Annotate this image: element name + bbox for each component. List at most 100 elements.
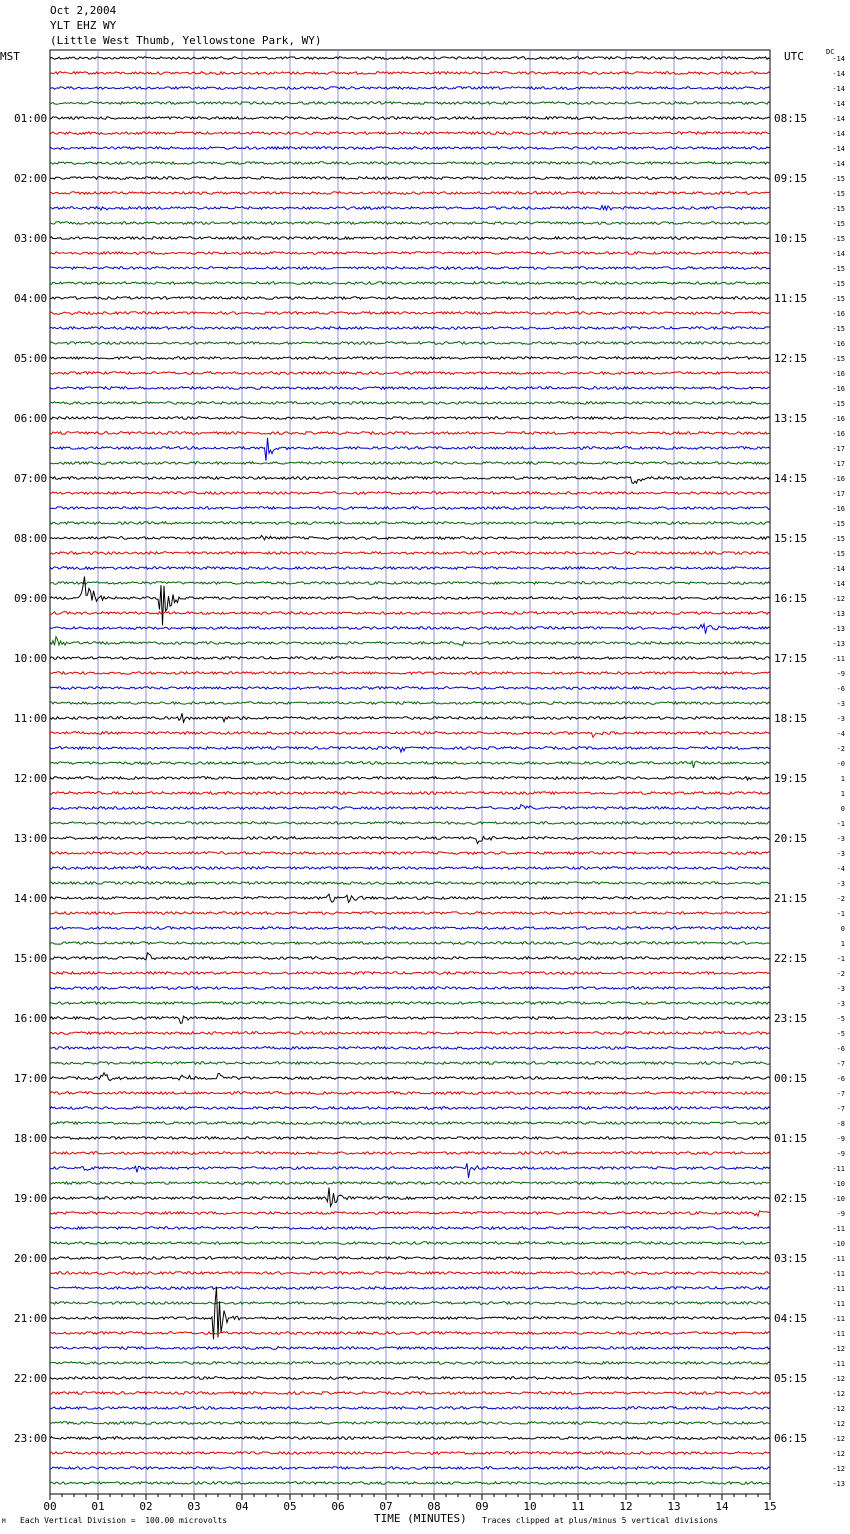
dc-offset-label: -11 xyxy=(832,1360,845,1368)
trace-row xyxy=(49,759,771,769)
dc-offset-label: -11 xyxy=(832,1165,845,1173)
utc-hour-label: 01:15 xyxy=(774,1132,807,1145)
scale-note: Each Vertical Division = 100.00 microvol… xyxy=(20,1516,228,1525)
utc-hour-label: 21:15 xyxy=(774,892,807,905)
trace-row xyxy=(49,940,771,946)
trace-row xyxy=(49,235,771,241)
mst-hour-label: 14:00 xyxy=(14,892,47,905)
trace-row xyxy=(49,415,771,421)
mst-hour-label: 01:00 xyxy=(14,112,47,125)
trace-row xyxy=(49,1071,771,1082)
utc-hour-label: 16:15 xyxy=(774,592,807,605)
dc-offset-label: -9 xyxy=(837,1135,845,1143)
trace-row xyxy=(49,700,771,706)
trace-row xyxy=(49,1435,771,1441)
corner-mark: M xyxy=(2,1518,6,1525)
dc-offset-label: -16 xyxy=(832,430,845,438)
trace-row xyxy=(49,430,771,436)
trace-row xyxy=(49,1030,771,1036)
dc-offset-label: -16 xyxy=(832,340,845,348)
utc-hour-label: 23:15 xyxy=(774,1012,807,1025)
trace-row xyxy=(49,310,771,316)
dc-offset-label: -4 xyxy=(837,730,845,738)
x-tick-label: 02 xyxy=(139,1500,152,1513)
trace-row xyxy=(49,790,771,796)
trace-row xyxy=(49,820,771,826)
utc-hour-label: 12:15 xyxy=(774,352,807,365)
dc-offset-label: 1 xyxy=(841,790,845,798)
dc-offset-label: -0 xyxy=(837,760,845,768)
dc-offset-label: -14 xyxy=(832,115,845,123)
utc-hour-label: 18:15 xyxy=(774,712,807,725)
trace-row xyxy=(49,835,771,845)
dc-offset-label: -7 xyxy=(837,1090,845,1098)
trace-row xyxy=(49,1360,771,1366)
dc-offset-label: -12 xyxy=(832,1465,845,1473)
dc-offset-label: -13 xyxy=(832,1480,845,1488)
x-tick-label: 05 xyxy=(283,1500,296,1513)
dc-offset-label: -13 xyxy=(832,640,845,648)
dc-offset-label: -12 xyxy=(832,1375,845,1383)
trace-row xyxy=(49,576,771,626)
dc-offset-label: -6 xyxy=(837,1045,845,1053)
mst-hour-label: 12:00 xyxy=(14,772,47,785)
dc-offset-label: -11 xyxy=(832,1225,845,1233)
dc-offset-label: -15 xyxy=(832,220,845,228)
dc-offset-label: -7 xyxy=(837,1105,845,1113)
dc-offset-label: -12 xyxy=(832,1405,845,1413)
mst-hour-label: 04:00 xyxy=(14,292,47,305)
utc-hour-label: 13:15 xyxy=(774,412,807,425)
dc-offset-label: -12 xyxy=(832,595,845,603)
trace-row xyxy=(49,580,771,586)
trace-row xyxy=(50,475,771,485)
dc-offset-label: -1 xyxy=(837,820,845,828)
dc-offset-label: -14 xyxy=(832,250,845,258)
trace-row xyxy=(49,1163,771,1178)
trace-row xyxy=(49,505,771,511)
dc-offset-label: -15 xyxy=(832,325,845,333)
location-label: (Little West Thumb, Yellowstone Park, WY… xyxy=(50,34,322,47)
dc-offset-label: -3 xyxy=(837,880,845,888)
dc-offset-label: -3 xyxy=(837,985,845,993)
dc-offset-label: -13 xyxy=(832,610,845,618)
dc-offset-label: -3 xyxy=(837,835,845,843)
mst-hour-label: 06:00 xyxy=(14,412,47,425)
dc-offset-label: -9 xyxy=(837,1210,845,1218)
mst-hour-label: 21:00 xyxy=(14,1312,47,1325)
dc-offset-label: -13 xyxy=(832,625,845,633)
mst-hour-label: 18:00 xyxy=(14,1132,47,1145)
x-tick-label: 12 xyxy=(619,1500,632,1513)
trace-row xyxy=(49,1210,771,1218)
mst-hour-label: 07:00 xyxy=(14,472,47,485)
trace-row xyxy=(49,325,771,331)
utc-hour-label: 00:15 xyxy=(774,1072,807,1085)
dc-offset-label: -1 xyxy=(837,910,845,918)
mst-hour-label: 23:00 xyxy=(14,1432,47,1445)
trace-row xyxy=(49,280,771,286)
dc-offset-label: -16 xyxy=(832,415,845,423)
trace-row xyxy=(49,865,771,871)
dc-offset-label: -2 xyxy=(837,745,845,753)
mst-hour-label: 16:00 xyxy=(14,1012,47,1025)
trace-row xyxy=(49,655,771,661)
dc-offset-label: -15 xyxy=(832,190,845,198)
trace-row xyxy=(49,1000,771,1006)
trace-row xyxy=(49,1135,771,1141)
dc-offset-label: -3 xyxy=(837,850,845,858)
dc-offset-label: -17 xyxy=(832,490,845,498)
trace-row xyxy=(49,220,771,226)
trace-row xyxy=(49,250,771,256)
dc-offset-label: -15 xyxy=(832,520,845,528)
left-timezone-label: MST xyxy=(0,50,20,63)
dc-offset-label: -10 xyxy=(832,1195,845,1203)
dc-offset-label: -15 xyxy=(832,355,845,363)
dc-offset-label: -14 xyxy=(832,130,845,138)
trace-row xyxy=(49,295,771,301)
dc-offset-label: -15 xyxy=(832,205,845,213)
dc-offset-label: -1 xyxy=(837,955,845,963)
x-tick-label: 13 xyxy=(667,1500,680,1513)
date-label: Oct 2,2004 xyxy=(50,4,117,17)
dc-offset-label: -12 xyxy=(832,1345,845,1353)
trace-row xyxy=(49,730,771,739)
